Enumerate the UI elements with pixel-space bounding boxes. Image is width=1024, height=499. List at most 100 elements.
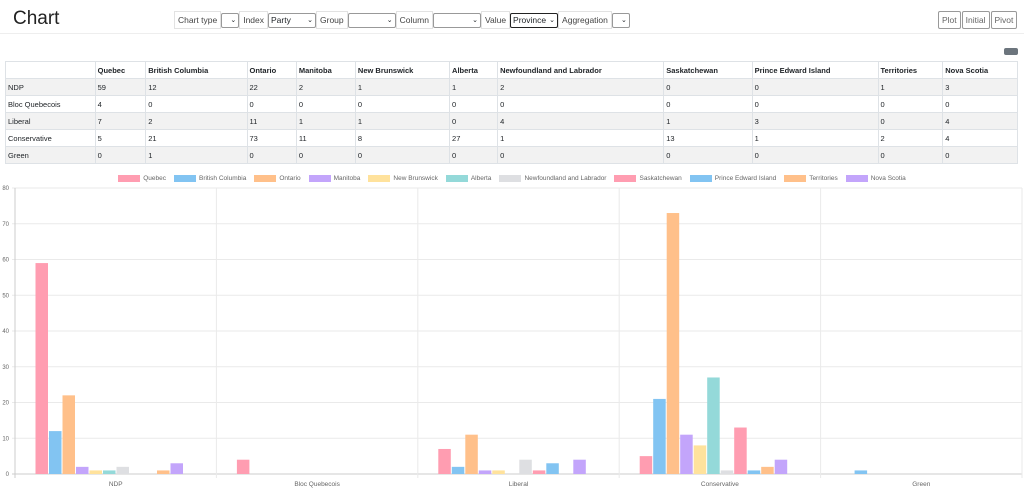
bar: [116, 466, 129, 474]
x-tick-label: NDP: [109, 481, 123, 488]
toggle-button[interactable]: [1004, 48, 1018, 55]
table-row: Liberal 7 2 11 1 1 0 4 1 3 0 4: [5, 112, 1018, 130]
data-table: Quebec British Columbia Ontario Manitoba New…: [5, 61, 1018, 164]
table-cell: 1: [145, 146, 248, 164]
table-row: NDP 59 12 22 2 1 1 2 0 0 1 3: [5, 78, 1018, 96]
legend-item[interactable]: Alberta: [445, 175, 492, 182]
legend-item[interactable]: New Brunswick: [368, 175, 438, 182]
legend-item[interactable]: Nova Scotia: [845, 175, 906, 182]
bar: [465, 434, 478, 474]
table-cell: 0: [877, 112, 944, 130]
chart-type-select[interactable]: ⌄: [221, 12, 240, 28]
legend-item[interactable]: Territories: [784, 175, 838, 182]
bar: [89, 470, 102, 474]
table-row: Green 0 1 0 0 0 0 0 0 0 0 0: [5, 146, 1018, 164]
table-cell: 2: [497, 78, 665, 96]
legend-item[interactable]: British Columbia: [173, 175, 247, 182]
legend-swatch: [445, 175, 468, 182]
x-tick-label: Conservative: [701, 481, 739, 488]
bar: [451, 466, 465, 474]
chevron-down-icon: ⌄: [307, 16, 314, 24]
bar: [854, 470, 868, 474]
y-tick-label: 40: [2, 329, 9, 335]
bar: [103, 470, 116, 474]
bar: [546, 463, 559, 474]
column-select[interactable]: ⌄: [432, 12, 481, 28]
table-cell: 0: [751, 78, 879, 96]
legend-swatch: [784, 175, 807, 182]
legend-label: New Brunswick: [393, 175, 438, 182]
bar: [532, 470, 546, 474]
group-select[interactable]: ⌄: [347, 12, 396, 28]
chevron-down-icon: ⌄: [386, 16, 393, 24]
aggregation-select[interactable]: ⌄: [611, 12, 630, 28]
legend-label: British Columbia: [198, 175, 247, 182]
plot-button[interactable]: Plot: [938, 11, 961, 29]
bar: [720, 470, 734, 474]
legend-item[interactable]: Prince Edward Island: [689, 175, 776, 182]
bar: [653, 398, 666, 474]
value-value: Province: [513, 14, 547, 25]
bar: [76, 466, 89, 474]
legend-label: Quebec: [143, 175, 166, 182]
aggregation-label: Aggregation: [558, 11, 612, 29]
table-cell: 0: [663, 78, 753, 96]
legend-item[interactable]: Manitoba: [308, 175, 361, 182]
chevron-down-icon: ⌄: [230, 16, 237, 24]
table-row: Conservative 5 21 73 11 8 27 1 13 1 2 4: [5, 129, 1018, 147]
row-label: Green: [5, 146, 96, 164]
bar: [774, 459, 788, 474]
table-cell: 0: [942, 146, 1018, 164]
legend-item[interactable]: Saskatchewan: [614, 175, 682, 182]
value-select[interactable]: Province ⌄: [510, 12, 559, 28]
legend-swatch: [254, 175, 277, 182]
y-tick-label: 10: [2, 436, 9, 442]
legend-label: Alberta: [470, 175, 492, 182]
y-tick-label: 30: [2, 365, 9, 371]
bar: [747, 470, 761, 474]
legend-label: Territories: [809, 175, 838, 182]
page-title: Chart: [13, 8, 60, 29]
group-label: Group: [316, 11, 348, 29]
value-label: Value: [480, 11, 511, 29]
table-cell: 0: [449, 146, 499, 164]
bar: [666, 213, 680, 474]
legend-label: Newfoundland and Labrador: [524, 175, 607, 182]
table-cell: 1: [877, 78, 944, 96]
legend-item[interactable]: Quebec: [118, 175, 166, 182]
bar: [680, 434, 693, 474]
chart-toolbar: Chart type ⌄ Index Party ⌄ Group ⌄ Column…: [174, 11, 630, 29]
initial-button[interactable]: Initial: [961, 11, 990, 29]
table-cell: 1: [354, 112, 451, 130]
y-tick-label: 60: [2, 258, 9, 264]
table-cell: 0: [663, 146, 753, 164]
index-select[interactable]: Party ⌄: [268, 12, 317, 28]
bar: [519, 459, 532, 474]
legend-label: Manitoba: [333, 175, 361, 182]
legend-item[interactable]: Ontario: [254, 175, 301, 182]
table-cell: 1: [354, 78, 451, 96]
legend-swatch: [368, 175, 391, 182]
bar: [157, 470, 170, 474]
legend-swatch: [173, 175, 196, 182]
table-cell: 11: [246, 112, 297, 130]
y-tick-label: 20: [2, 401, 9, 407]
table-cell: 0: [246, 146, 297, 164]
chart-type-label: Chart type: [174, 11, 222, 29]
legend-item[interactable]: Newfoundland and Labrador: [499, 175, 606, 182]
bar: [438, 448, 451, 474]
y-tick-label: 80: [2, 186, 9, 192]
pivot-button[interactable]: Pivot: [990, 11, 1018, 29]
bar: [639, 456, 653, 474]
legend-label: Ontario: [279, 175, 301, 182]
bar: [761, 466, 774, 474]
legend-swatch: [308, 175, 331, 182]
table-cell: 0: [877, 146, 944, 164]
legend-swatch: [499, 175, 522, 182]
legend-swatch: [614, 175, 637, 182]
table-cell: 2: [295, 78, 356, 96]
bar: [734, 427, 747, 474]
bar: [693, 445, 707, 474]
chevron-down-icon: ⌄: [472, 16, 478, 24]
table-cell: 4: [497, 112, 665, 130]
